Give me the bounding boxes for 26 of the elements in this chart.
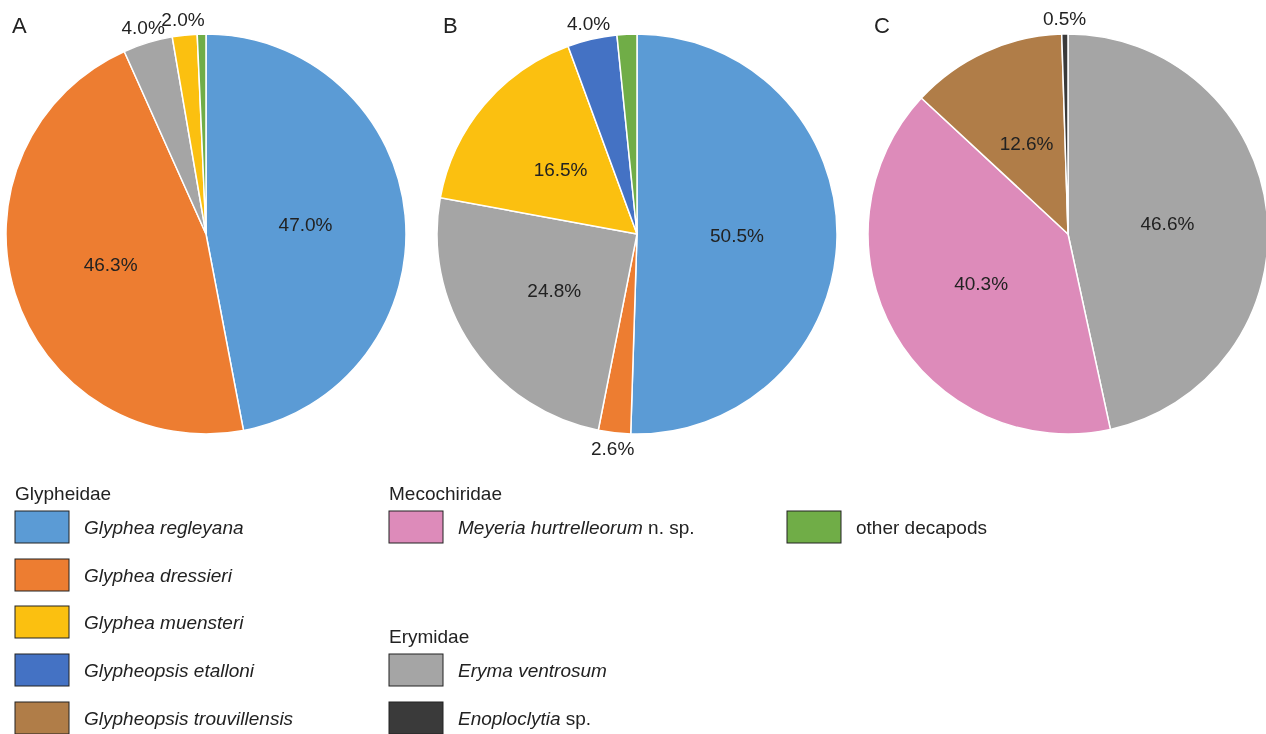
text: Erymidae: [389, 625, 470, 647]
legend-label: Glyphea muensteri: [84, 611, 245, 633]
data-label: 24.8%: [527, 279, 582, 301]
text: Mecochiridae: [389, 482, 502, 504]
legend-label: Glyphea regleyana: [84, 516, 244, 538]
data-label: 47.0%: [278, 214, 333, 236]
legend-label: Eryma ventrosum: [458, 659, 607, 681]
text: Glypheidae: [15, 482, 112, 504]
data-label: 12.6%: [999, 132, 1054, 154]
data-label: 40.3%: [954, 273, 1009, 295]
data-label: 0.5%: [1042, 7, 1087, 29]
chart-title: C: [874, 13, 890, 38]
data-label: 50.5%: [710, 225, 765, 247]
chart-title: B: [443, 13, 458, 38]
legend-label: Enoploclytia sp.: [458, 707, 592, 729]
data-label: 2.6%: [590, 438, 635, 460]
legend-label: Glypheopsis etalloni: [84, 659, 255, 681]
legend-label: Meyeria hurtrelleorum n. sp.: [458, 516, 695, 538]
legend-label: other decapods: [856, 516, 987, 538]
data-label: 4.0%: [566, 13, 611, 34]
chart-title: A: [12, 13, 27, 38]
legend-label: Glyphea dressieri: [84, 564, 233, 586]
legend-label: Glypheopsis trouvillensis: [84, 707, 294, 729]
data-label: 46.6%: [1140, 212, 1195, 234]
data-label: 16.5%: [533, 159, 588, 181]
data-label: 46.3%: [83, 253, 138, 275]
